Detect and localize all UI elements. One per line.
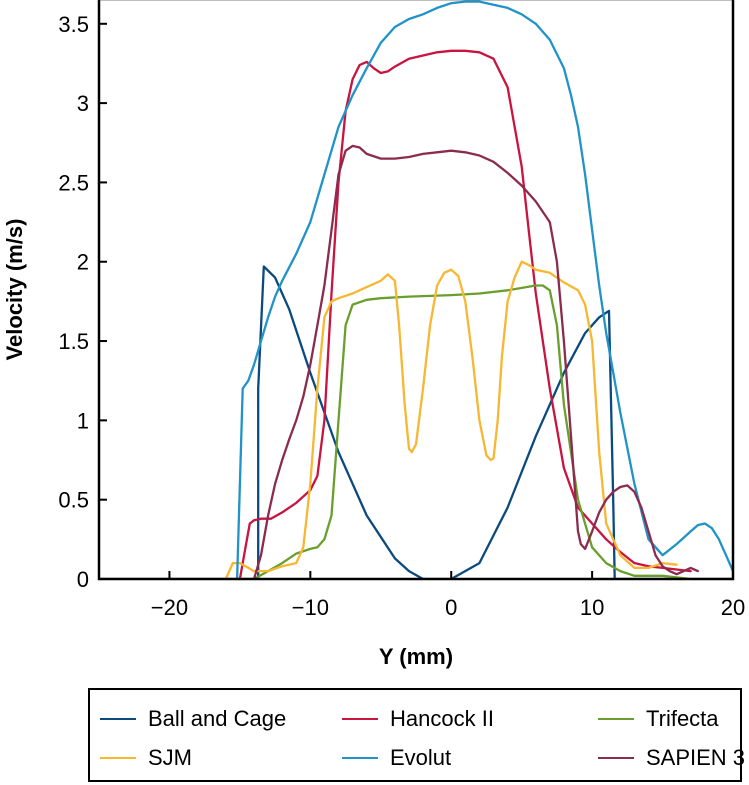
legend-swatch xyxy=(100,718,136,720)
line-chart: 0 0.5 1 1.5 2 2.5 3 3.5 −20 −10 0 10 20 Y (mm) Velocit… xyxy=(2,0,745,669)
legend-item: Trifecta xyxy=(598,704,719,734)
legend-label: Trifecta xyxy=(646,706,719,731)
legend-label: SAPIEN 3 xyxy=(646,745,746,770)
x-tick-label: 10 xyxy=(580,595,604,620)
legend-item: SAPIEN 3 xyxy=(598,743,745,773)
series-line-ball-and-cage xyxy=(99,265,733,579)
series-line-sapien-3 xyxy=(252,144,699,579)
legend-item: Evolut xyxy=(342,743,451,773)
x-tick-label: −20 xyxy=(151,595,188,620)
plot-frame xyxy=(97,0,735,581)
legend: Ball and Cage Hancock II Trifecta SJM Evolut… xyxy=(88,688,745,782)
series-line-hancock-ii xyxy=(238,49,692,579)
legend-item: Hancock II xyxy=(342,704,494,734)
y-tick-label: 2.5 xyxy=(58,170,89,195)
legend-swatch xyxy=(342,718,378,720)
legend-swatch xyxy=(342,757,378,759)
legend-swatch xyxy=(100,757,136,759)
plot-area xyxy=(99,0,733,579)
legend-swatch xyxy=(598,718,634,720)
series-line-sjm xyxy=(224,260,678,579)
series-line-evolut xyxy=(235,0,733,579)
y-tick-label: 0 xyxy=(77,567,89,592)
x-tick-label: −10 xyxy=(292,595,329,620)
y-tick-label: 3 xyxy=(77,91,89,116)
legend-swatch xyxy=(598,757,634,759)
y-tick-label: 0.5 xyxy=(58,488,89,513)
series-line-trifecta xyxy=(252,284,692,579)
legend-item: SJM xyxy=(100,743,192,773)
legend-label: SJM xyxy=(148,745,192,770)
y-tick-label: 1 xyxy=(77,408,89,433)
legend-item: Ball and Cage xyxy=(100,704,286,734)
y-tick-label: 3.5 xyxy=(58,12,89,37)
legend-label: Evolut xyxy=(390,745,452,770)
axes: 0 0.5 1 1.5 2 2.5 3 3.5 −20 −10 0 10 20 Y (mm) Velocit… xyxy=(2,0,745,669)
x-tick-label: 20 xyxy=(721,595,745,620)
legend-label: Ball and Cage xyxy=(148,706,287,731)
x-tick-label: 0 xyxy=(445,595,457,620)
y-axis-title: Velocity (m/s) xyxy=(2,219,27,361)
legend-label: Hancock II xyxy=(390,706,494,731)
y-tick-label: 1.5 xyxy=(58,329,89,354)
y-tick-label: 2 xyxy=(77,250,89,275)
x-axis-title: Y (mm) xyxy=(379,644,453,669)
